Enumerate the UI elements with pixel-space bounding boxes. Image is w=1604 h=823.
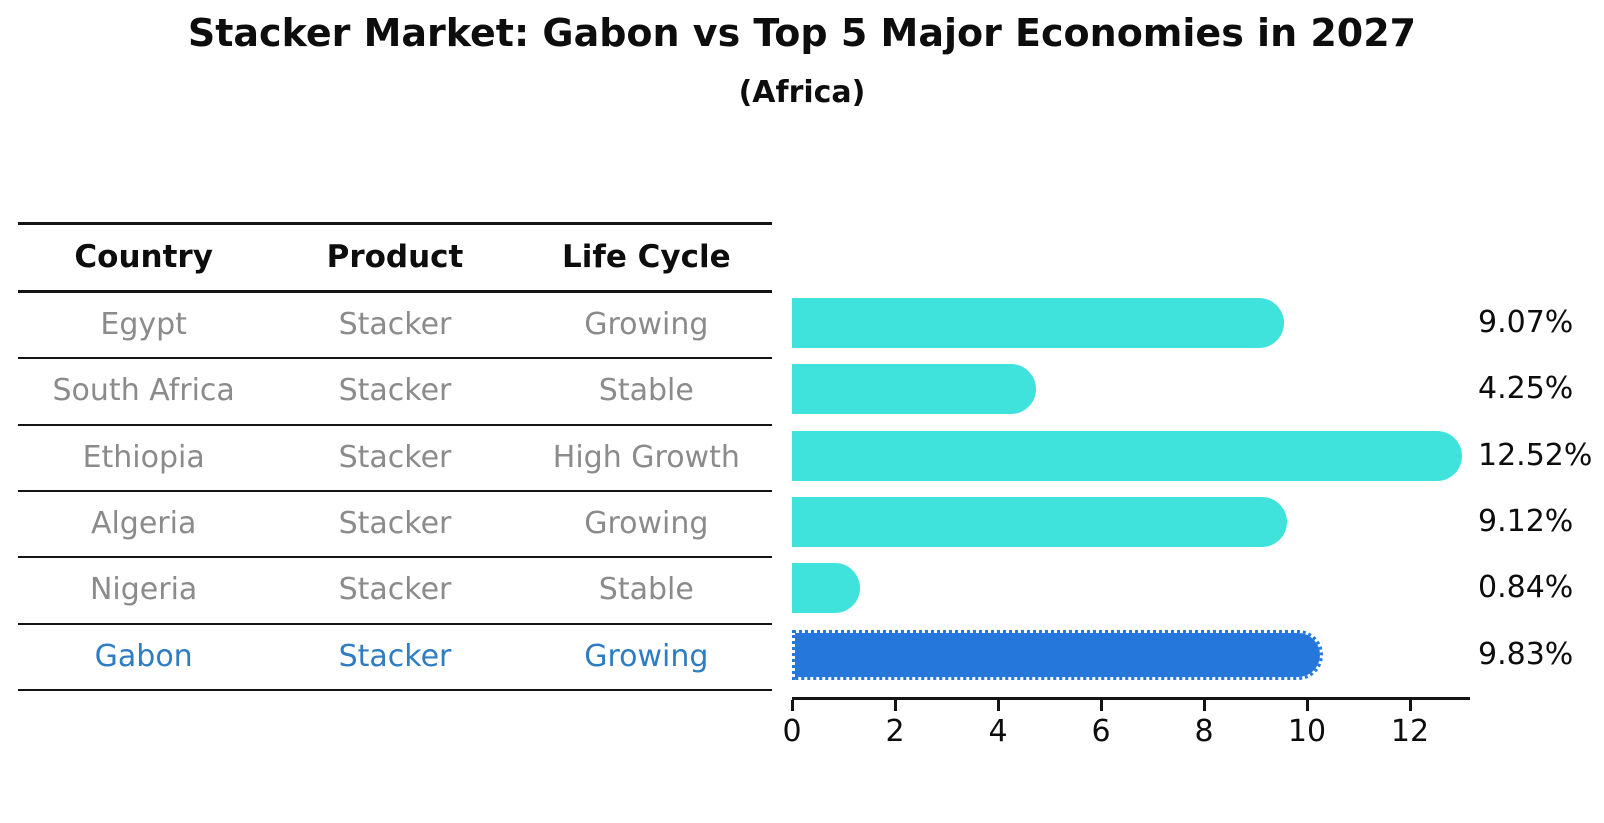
x-tick-label-0: 0 xyxy=(782,714,802,749)
cell-product: Stacker xyxy=(338,439,452,475)
cell-life-cycle: Stable xyxy=(598,373,694,409)
cell-life-cycle: Growing xyxy=(584,306,709,342)
column-header-country: Country xyxy=(74,238,213,275)
table-row-nigeria: Nigeria Stacker Stable xyxy=(18,558,772,625)
cell-country: Ethiopia xyxy=(82,439,205,475)
x-tick-8 xyxy=(1203,700,1206,711)
cell-country: Gabon xyxy=(94,638,193,674)
bar-band-algeria xyxy=(792,489,1482,555)
highlight-bar-gabon xyxy=(792,629,1324,680)
x-axis: 0 2 4 6 8 10 12 xyxy=(782,697,1470,767)
x-tick-4 xyxy=(997,700,1000,711)
country-table: Country Product Life Cycle Egypt Stacker G… xyxy=(18,222,772,691)
table-row-ethiopia: Ethiopia Stacker High Growth xyxy=(18,426,772,492)
x-tick-label-2: 2 xyxy=(885,714,905,749)
x-tick-label-10: 10 xyxy=(1287,714,1327,749)
table-row-gabon: Gabon Stacker Growing xyxy=(18,625,772,691)
table-body: Egypt Stacker Growing South Africa Stacker St… xyxy=(18,293,772,691)
x-tick-10 xyxy=(1306,700,1309,711)
value-labels: 9.07% 4.25% 12.52% 9.12% 0.84% 9.83% xyxy=(1478,290,1604,688)
bar-nigeria xyxy=(792,563,861,614)
bar-south-africa xyxy=(792,364,1036,415)
cell-country: Egypt xyxy=(100,306,187,342)
cell-country: Algeria xyxy=(90,505,197,541)
bar-band-egypt xyxy=(792,290,1482,356)
bar-band-south-africa xyxy=(792,356,1482,422)
cell-product: Stacker xyxy=(338,505,452,541)
bar-band-nigeria xyxy=(792,555,1482,621)
cell-country: Nigeria xyxy=(89,572,198,608)
cell-product: Stacker xyxy=(338,572,452,608)
bar-ethiopia xyxy=(792,430,1462,481)
cell-life-cycle: High Growth xyxy=(552,439,740,475)
cell-life-cycle: Growing xyxy=(584,505,709,541)
x-tick-6 xyxy=(1100,700,1103,711)
value-label-nigeria: 0.84% xyxy=(1478,570,1574,606)
x-tick-label-12: 12 xyxy=(1390,714,1430,749)
cell-product: Stacker xyxy=(338,306,452,342)
cell-product: Stacker xyxy=(338,373,452,409)
cell-life-cycle: Stable xyxy=(598,572,694,608)
bar-plot-area xyxy=(792,290,1482,688)
chart-title: Stacker Market: Gabon vs Top 5 Major Eco… xyxy=(187,11,1417,55)
bar-band-ethiopia xyxy=(792,423,1482,489)
column-header-product: Product xyxy=(326,238,464,275)
bar-algeria xyxy=(792,496,1287,547)
x-tick-0 xyxy=(791,700,794,711)
value-label-egypt: 9.07% xyxy=(1478,305,1574,341)
value-label-gabon: 9.83% xyxy=(1478,636,1574,672)
table-row-south-africa: South Africa Stacker Stable xyxy=(18,359,772,426)
cell-product: Stacker xyxy=(338,638,452,674)
bar-egypt xyxy=(792,298,1285,348)
x-tick-label-4: 4 xyxy=(988,714,1008,749)
x-tick-label-8: 8 xyxy=(1194,714,1214,749)
value-label-ethiopia: 12.52% xyxy=(1478,437,1593,473)
x-tick-12 xyxy=(1409,700,1412,711)
bar-band-gabon xyxy=(792,622,1482,688)
x-tick-label-6: 6 xyxy=(1091,714,1111,749)
table-header-row: Country Product Life Cycle xyxy=(18,225,772,293)
x-tick-2 xyxy=(894,700,897,711)
column-header-life-cycle: Life Cycle xyxy=(561,238,731,275)
value-label-algeria: 9.12% xyxy=(1478,504,1574,540)
value-label-south-africa: 4.25% xyxy=(1478,371,1574,407)
table-row-algeria: Algeria Stacker Growing xyxy=(18,492,772,559)
cell-country: South Africa xyxy=(52,373,235,409)
table-row-egypt: Egypt Stacker Growing xyxy=(18,293,772,360)
cell-life-cycle: Growing xyxy=(584,638,709,674)
chart-subtitle: (Africa) xyxy=(738,75,866,110)
x-axis-spine xyxy=(792,697,1470,700)
